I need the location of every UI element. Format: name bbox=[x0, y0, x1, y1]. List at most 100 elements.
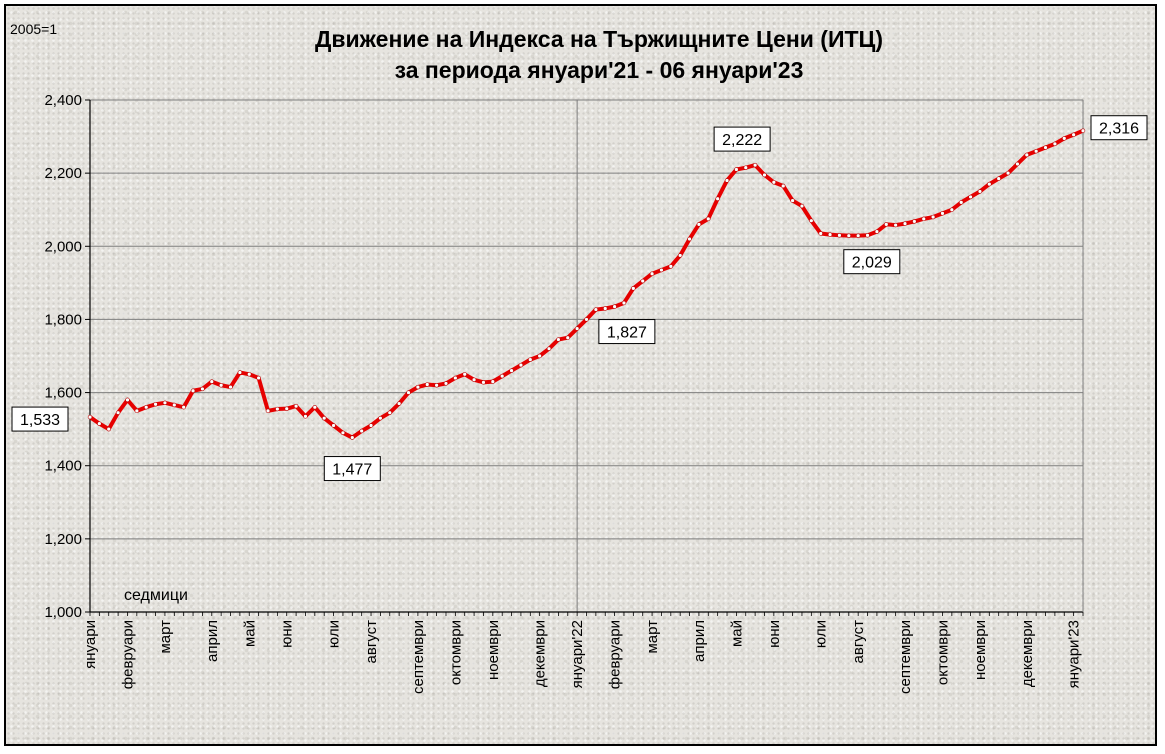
y-tick-label: 1,400 bbox=[44, 458, 82, 475]
data-point bbox=[350, 435, 355, 440]
y-tick-label: 1,000 bbox=[44, 604, 82, 621]
data-point bbox=[237, 370, 243, 375]
data-point bbox=[874, 229, 880, 234]
x-month-label: август bbox=[850, 620, 867, 664]
x-month-label: май bbox=[241, 620, 258, 647]
data-point bbox=[996, 176, 1001, 181]
data-point bbox=[368, 423, 374, 428]
data-point bbox=[902, 221, 908, 226]
data-point bbox=[987, 181, 992, 187]
data-point bbox=[209, 379, 214, 384]
data-point bbox=[321, 415, 327, 421]
x-month-label: януари bbox=[82, 620, 99, 669]
data-label: 2,316 bbox=[1099, 121, 1139, 138]
data-point bbox=[687, 236, 692, 242]
data-point bbox=[125, 397, 130, 403]
data-point bbox=[87, 414, 93, 420]
data-point bbox=[743, 165, 748, 170]
data-point bbox=[106, 426, 111, 432]
x-month-label: юни bbox=[279, 620, 296, 648]
grid-lines bbox=[90, 99, 1083, 613]
data-point bbox=[190, 388, 196, 393]
x-month-label: ноември bbox=[972, 620, 989, 680]
data-point bbox=[762, 172, 767, 178]
data-point bbox=[855, 233, 861, 238]
data-point bbox=[1071, 132, 1076, 137]
data-point bbox=[1005, 170, 1011, 176]
data-point bbox=[752, 162, 758, 168]
data-point bbox=[631, 286, 636, 291]
data-point bbox=[275, 406, 280, 412]
data-point bbox=[668, 264, 674, 269]
data-point bbox=[593, 307, 599, 312]
data-point bbox=[818, 231, 823, 236]
data-point bbox=[1033, 149, 1039, 154]
data-point bbox=[781, 183, 786, 189]
data-point bbox=[340, 430, 346, 435]
data-point bbox=[621, 300, 627, 306]
x-month-label: ноември bbox=[485, 620, 502, 680]
data-point bbox=[284, 406, 289, 411]
x-month-label: април bbox=[691, 620, 708, 662]
x-month-label: февруари bbox=[119, 620, 136, 689]
data-point bbox=[378, 415, 383, 421]
data-point bbox=[406, 390, 411, 395]
data-point bbox=[649, 271, 655, 276]
data-point bbox=[434, 383, 439, 388]
plot-area bbox=[90, 100, 1083, 612]
x-month-label: октомври bbox=[447, 620, 464, 685]
data-point bbox=[1062, 136, 1067, 141]
data-point bbox=[172, 402, 177, 408]
data-point bbox=[115, 410, 121, 415]
data-point bbox=[134, 408, 140, 414]
data-point bbox=[453, 375, 458, 381]
data-point bbox=[1024, 152, 1029, 158]
y-tick-label: 2,200 bbox=[44, 165, 82, 182]
data-point bbox=[331, 423, 336, 428]
data-point bbox=[809, 218, 814, 223]
data-point bbox=[846, 233, 852, 238]
x-month-label: декември bbox=[532, 620, 549, 687]
y-tick-label: 1,600 bbox=[44, 385, 82, 402]
x-month-label: септември bbox=[897, 620, 914, 694]
data-point bbox=[930, 214, 936, 220]
data-label: 2,029 bbox=[852, 255, 892, 272]
data-point bbox=[865, 233, 870, 238]
data-point bbox=[949, 207, 955, 212]
data-point bbox=[162, 400, 168, 406]
y-axis-ticks: 1,000 1,200 1,400 1,600 1,800 2,000 2,200 2,400 bbox=[44, 92, 90, 621]
x-month-label: септември bbox=[410, 620, 427, 694]
y-tick-label: 2,000 bbox=[44, 238, 82, 255]
data-point bbox=[799, 203, 805, 209]
x-axis-ticks: януари февруари март април май юни юли август се… bbox=[82, 612, 1084, 694]
data-point bbox=[677, 253, 683, 258]
data-point bbox=[218, 383, 224, 388]
data-point bbox=[293, 403, 299, 409]
data-point bbox=[265, 408, 271, 414]
data-point bbox=[921, 216, 926, 222]
x-month-label: април bbox=[204, 620, 221, 662]
x-month-label: март bbox=[644, 620, 661, 654]
data-point bbox=[425, 382, 430, 387]
data-point bbox=[256, 375, 261, 381]
data-point bbox=[200, 386, 205, 392]
x-month-label: юли bbox=[326, 620, 343, 648]
x-month-label: октомври bbox=[934, 620, 951, 685]
data-point bbox=[387, 410, 392, 415]
data-point bbox=[509, 368, 514, 373]
data-point bbox=[659, 267, 664, 273]
data-point bbox=[359, 428, 364, 434]
data-point bbox=[574, 326, 580, 331]
data-label-box bbox=[11, 406, 69, 432]
data-point bbox=[715, 196, 720, 201]
data-label: 1,827 bbox=[607, 325, 647, 342]
data-point bbox=[247, 372, 252, 377]
x-month-label: август bbox=[363, 620, 380, 664]
data-point bbox=[827, 232, 833, 237]
series-itc bbox=[87, 128, 1086, 440]
axes bbox=[89, 100, 1084, 613]
y-tick-label: 1,800 bbox=[44, 311, 82, 328]
data-point bbox=[959, 200, 964, 205]
data-point bbox=[518, 362, 524, 368]
data-point bbox=[1052, 141, 1058, 147]
